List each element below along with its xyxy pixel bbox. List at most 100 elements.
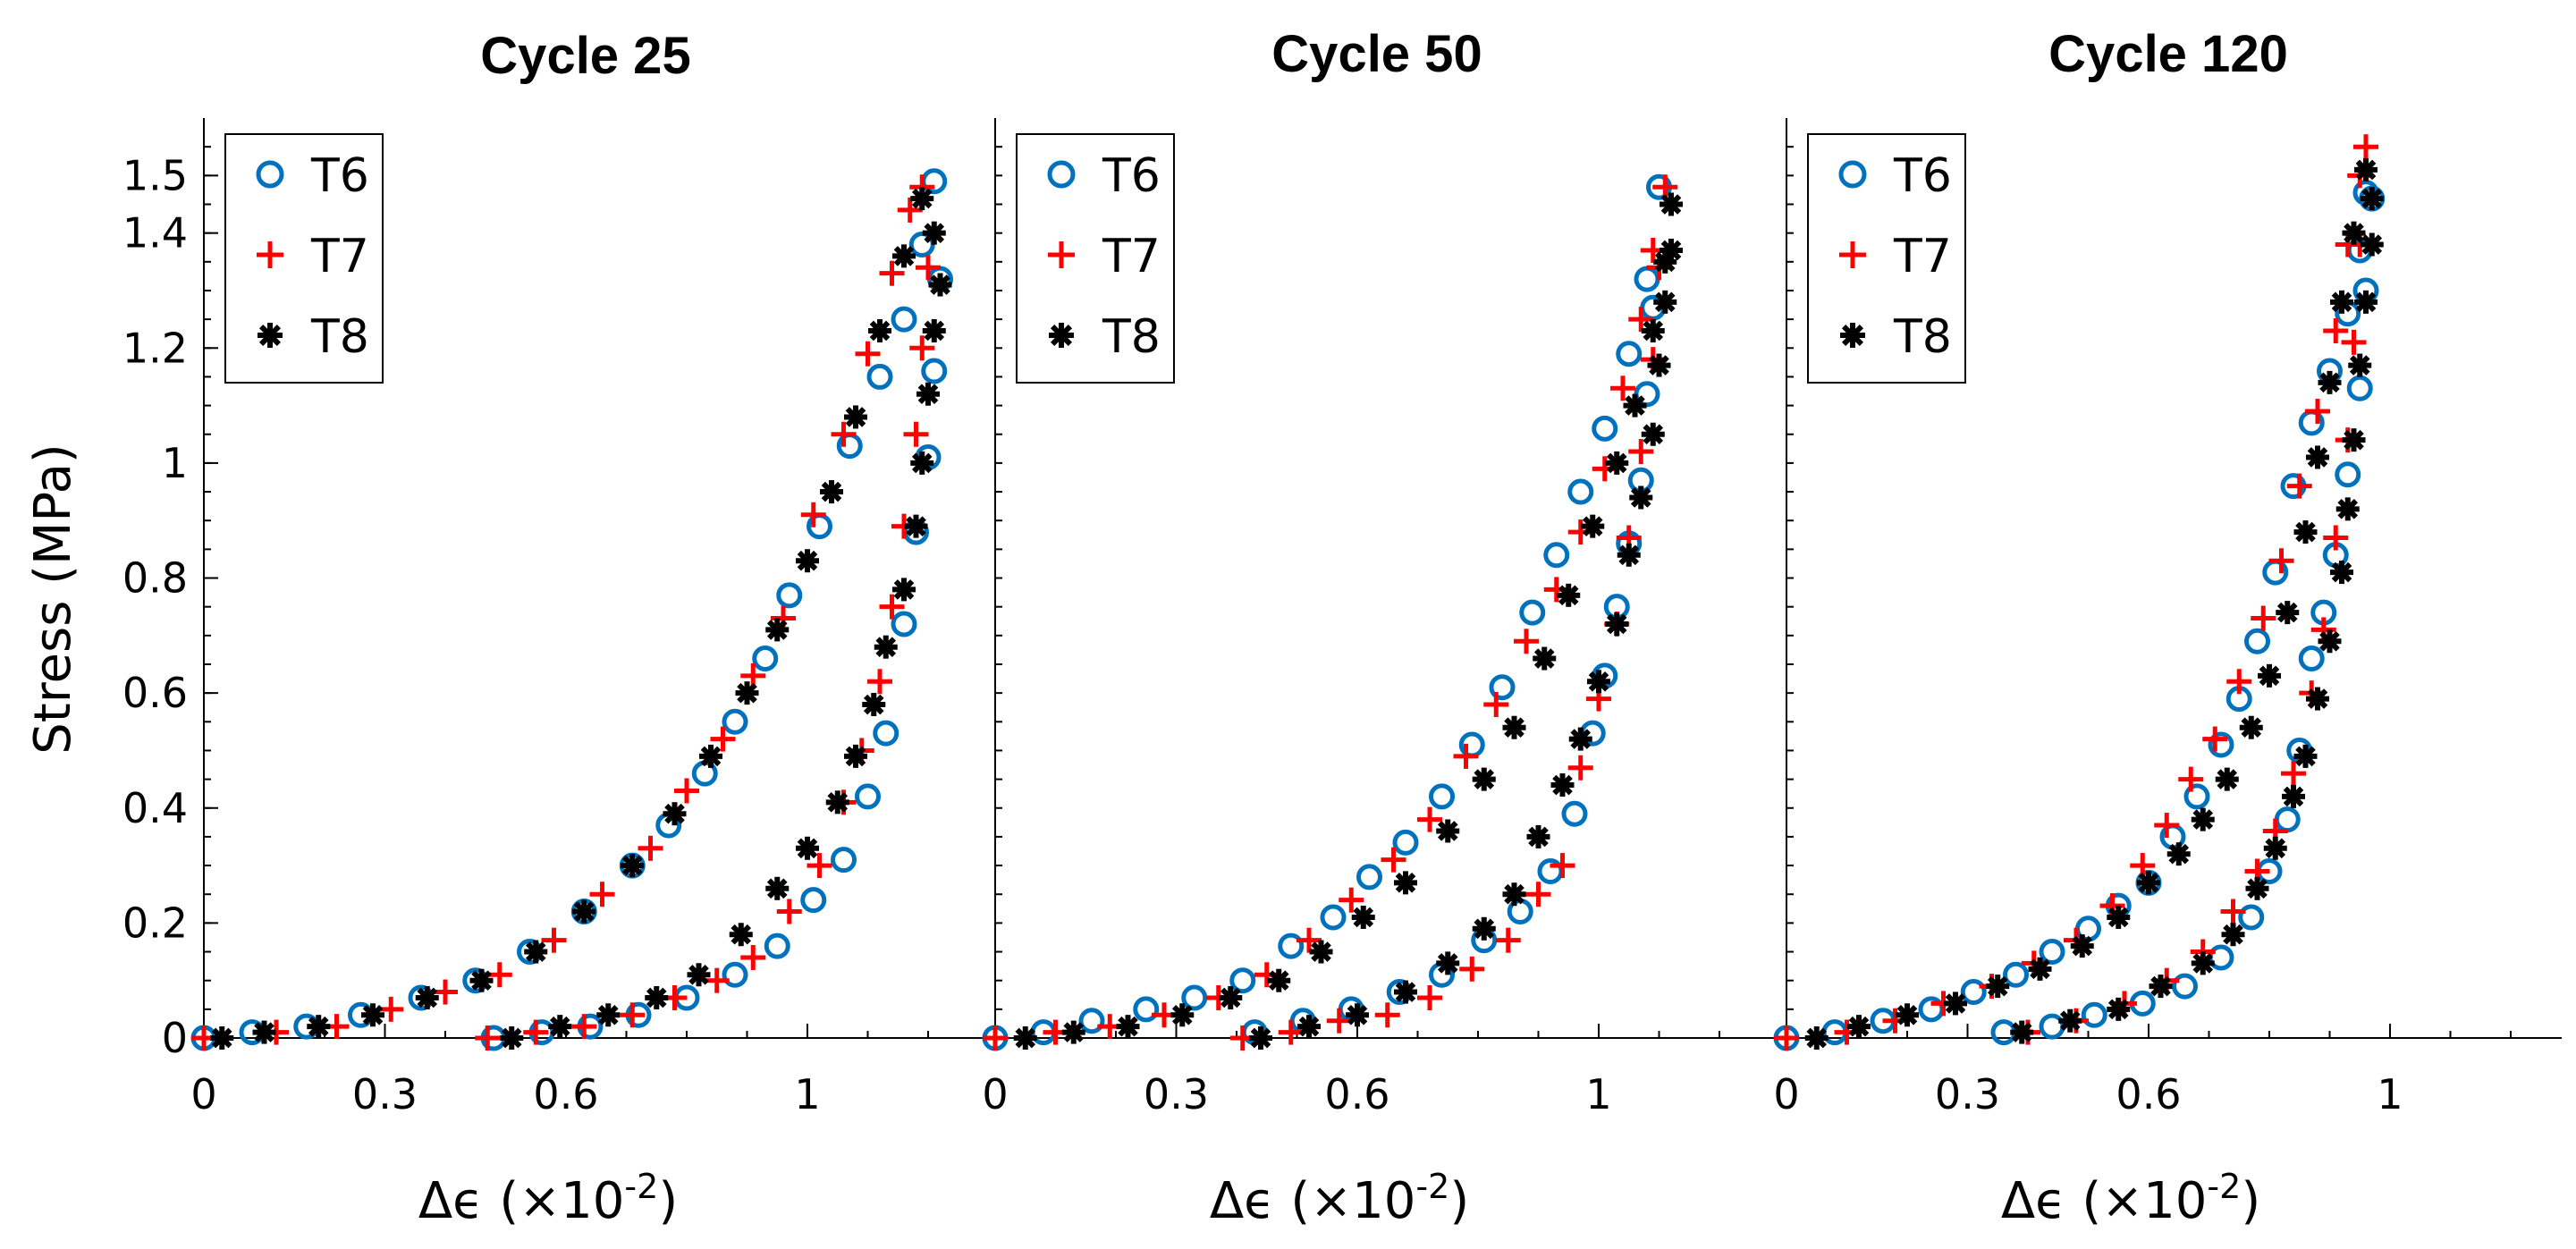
data-point <box>752 646 779 672</box>
data-point <box>378 996 404 1022</box>
asterisk-stroke <box>2011 1022 2032 1042</box>
data-point <box>1568 727 1592 751</box>
data-point <box>2215 767 2239 791</box>
data-point <box>704 967 730 993</box>
asterisk-stroke <box>471 970 492 992</box>
data-point <box>807 853 832 879</box>
asterisk-stroke <box>1558 585 1579 606</box>
asterisk-stroke <box>2361 234 2383 255</box>
data-point <box>1647 353 1671 377</box>
x-axis-label-close: ) <box>658 1172 678 1230</box>
asterisk-stroke <box>1649 355 1669 376</box>
data-point <box>1436 951 1460 975</box>
asterisk-stroke <box>1268 970 1289 992</box>
data-point <box>862 693 886 717</box>
asterisk-stroke <box>917 384 939 405</box>
asterisk-stroke <box>2344 223 2364 243</box>
asterisk-stroke <box>700 746 722 767</box>
data-point <box>2342 221 2366 245</box>
data-point <box>258 323 283 348</box>
data-point <box>2239 715 2263 739</box>
data-point <box>1543 542 1570 569</box>
data-point <box>687 963 711 987</box>
asterisk-stroke <box>2107 907 2129 928</box>
panel-title: Cycle 50 <box>1271 25 1482 83</box>
data-point <box>1453 743 1479 769</box>
legend-box <box>1016 133 1175 384</box>
asterisk-stroke <box>2319 630 2340 652</box>
legend-label: T7 <box>1102 230 1161 283</box>
data-point <box>1592 415 1618 442</box>
data-point <box>903 421 929 447</box>
asterisk-stroke <box>821 481 842 502</box>
marks <box>190 168 953 1051</box>
x-tick-label: 0 <box>982 1070 1008 1118</box>
data-point <box>2341 329 2367 355</box>
asterisk-stroke <box>924 223 945 243</box>
data-point <box>2318 370 2342 394</box>
data-point <box>1356 864 1382 890</box>
data-point <box>765 618 790 642</box>
asterisk-stroke <box>2265 838 2286 859</box>
data-point <box>1660 238 1683 262</box>
asterisk-stroke <box>646 987 667 1008</box>
panel-cycle-25: Cycle 25 0 0.3 0.6 1 0 0.2 0.4 0.6 0.8 1 1.2 1.4 1.5… <box>122 27 995 1230</box>
asterisk-stroke <box>766 620 788 640</box>
data-point <box>1605 451 1629 475</box>
data-point <box>2330 561 2353 585</box>
asterisk-stroke <box>766 878 788 899</box>
data-point <box>2360 232 2384 257</box>
asterisk-stroke <box>1437 821 1458 841</box>
data-point <box>1557 583 1581 607</box>
asterisk-stroke <box>2150 975 2171 997</box>
data-point <box>2276 601 2300 625</box>
data-point <box>868 318 891 342</box>
asterisk-stroke <box>930 274 950 295</box>
y-tick-label: 0.4 <box>122 784 188 832</box>
x-axis-label-base: Δϵ (×10 <box>2001 1172 2208 1230</box>
data-point <box>776 582 803 609</box>
data-point <box>916 382 940 406</box>
data-point <box>1048 241 1075 268</box>
data-point <box>210 1026 234 1050</box>
data-point <box>257 241 283 268</box>
x-tick-label: 0.6 <box>2116 1070 2181 1118</box>
data-point <box>1374 1002 1400 1028</box>
data-point <box>2258 663 2281 688</box>
data-point <box>1502 715 1526 739</box>
data-point <box>1502 882 1526 907</box>
data-point <box>796 549 819 573</box>
data-point <box>1840 323 1865 348</box>
asterisk-stroke <box>1848 1016 1870 1037</box>
asterisk-stroke <box>2344 429 2364 451</box>
data-point <box>722 708 748 735</box>
marks <box>982 173 1683 1051</box>
asterisk-stroke <box>573 901 595 922</box>
axes: 0 0.3 0.6 1 Δϵ (×10-2) <box>1773 118 2562 1230</box>
data-point <box>1417 806 1442 832</box>
data-point <box>571 1014 597 1040</box>
y-tick-label: 0.6 <box>122 669 188 717</box>
data-point <box>800 502 826 527</box>
legend: T6 T7 T8 <box>1807 133 1966 384</box>
asterisk-stroke <box>737 682 757 704</box>
data-point <box>256 160 284 189</box>
series-t8 <box>210 187 952 1050</box>
axes: 0 0.3 0.6 1 Δϵ (×10-2) <box>982 118 1786 1230</box>
data-point <box>1944 992 1967 1016</box>
data-point <box>2039 939 2065 966</box>
data-point <box>1610 376 1635 401</box>
asterisk-stroke <box>2361 188 2383 209</box>
data-point <box>674 778 699 804</box>
x-tick-label: 0 <box>190 1070 216 1118</box>
asterisk-stroke <box>1347 1004 1368 1025</box>
asterisk-stroke <box>1570 729 1592 749</box>
series-t7 <box>983 174 1678 1051</box>
asterisk-stroke <box>1220 987 1241 1008</box>
series-t8 <box>1013 192 1683 1050</box>
data-point <box>415 985 439 1009</box>
data-point <box>735 681 759 705</box>
data-point <box>1629 485 1653 510</box>
data-point <box>2293 520 2318 544</box>
asterisk-stroke <box>869 320 891 342</box>
